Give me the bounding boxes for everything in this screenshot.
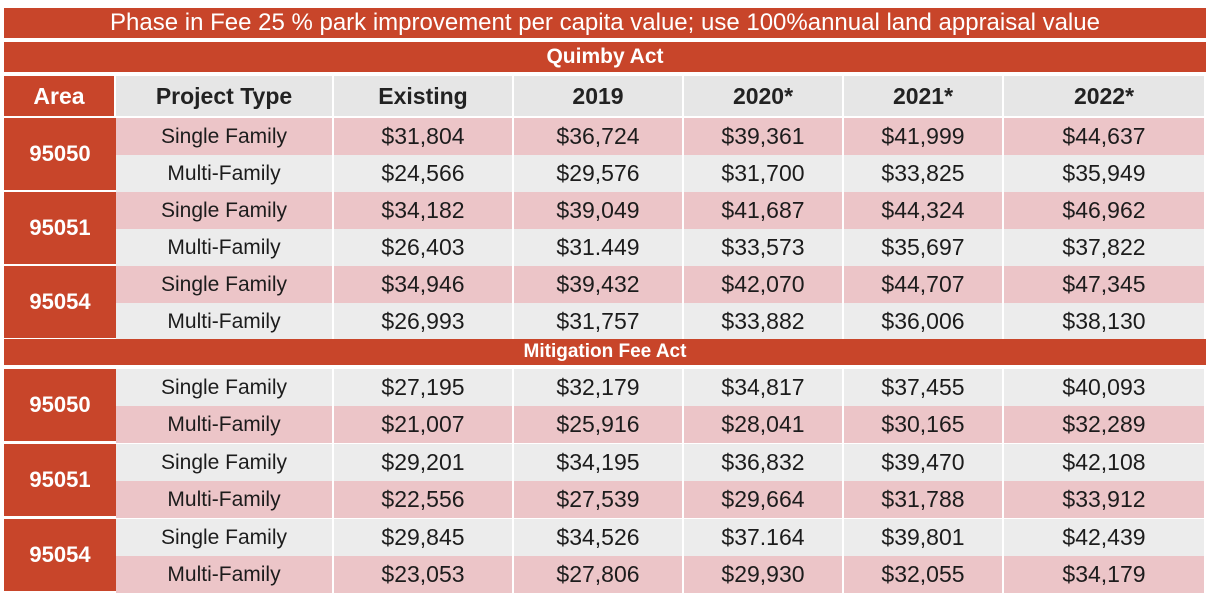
area-label: 95051 — [4, 192, 116, 266]
fee-cell: $36,006 — [844, 303, 1004, 340]
mitigation-group-95050: 95050 Single Family $27,195 $32,179 $34,… — [4, 369, 1206, 443]
fee-cell: $32,055 — [844, 556, 1004, 593]
fee-cell: $34,526 — [514, 519, 684, 556]
project-type-cell: Single Family — [116, 118, 334, 155]
project-type-cell: Single Family — [116, 266, 334, 303]
fee-cell: $28,041 — [684, 406, 844, 443]
fee-cell: $36,832 — [684, 444, 844, 481]
project-type-cell: Single Family — [116, 519, 334, 556]
fee-cell: $42,439 — [1004, 519, 1206, 556]
fee-cell: $34,182 — [334, 192, 514, 229]
fee-cell: $41,687 — [684, 192, 844, 229]
fee-cell: $34,817 — [684, 369, 844, 406]
project-type-cell: Single Family — [116, 444, 334, 481]
fee-cell: $41,999 — [844, 118, 1004, 155]
quimby-act-heading: Quimby Act — [4, 42, 1206, 72]
header-2019: 2019 — [514, 76, 684, 116]
fee-cell: $34,179 — [1004, 556, 1206, 593]
fee-cell: $33,825 — [844, 155, 1004, 192]
fee-cell: $33,573 — [684, 229, 844, 266]
fee-cell: $33,882 — [684, 303, 844, 340]
fee-cell: $46,962 — [1004, 192, 1206, 229]
fee-cell: $37,455 — [844, 369, 1004, 406]
fee-cell: $35,697 — [844, 229, 1004, 266]
fee-cell: $30,165 — [844, 406, 1004, 443]
header-area: Area — [4, 76, 116, 116]
fee-cell: $31.449 — [514, 229, 684, 266]
fee-cell: $23,053 — [334, 556, 514, 593]
project-type-cell: Multi-Family — [116, 481, 334, 518]
fee-cell: $44,324 — [844, 192, 1004, 229]
fee-cell: $25,916 — [514, 406, 684, 443]
area-label: 95050 — [4, 369, 116, 443]
fee-cell: $29,201 — [334, 444, 514, 481]
fee-cell: $29,930 — [684, 556, 844, 593]
table-header-row: Area Project Type Existing 2019 2020* 20… — [4, 76, 1206, 116]
fee-cell: $29,664 — [684, 481, 844, 518]
fee-cell: $37.164 — [684, 519, 844, 556]
fee-cell: $33,912 — [1004, 481, 1206, 518]
fee-cell: $39,470 — [844, 444, 1004, 481]
fee-cell: $24,566 — [334, 155, 514, 192]
header-existing: Existing — [334, 76, 514, 116]
fee-cell: $27,806 — [514, 556, 684, 593]
fee-cell: $27,539 — [514, 481, 684, 518]
project-type-cell: Multi-Family — [116, 155, 334, 192]
fee-cell: $34,946 — [334, 266, 514, 303]
phase-in-banner: Phase in Fee 25 % park improvement per c… — [4, 8, 1206, 38]
fee-cell: $27,195 — [334, 369, 514, 406]
project-type-cell: Single Family — [116, 192, 334, 229]
mitigation-group-95054: 95054 Single Family $29,845 $34,526 $37.… — [4, 519, 1206, 593]
fee-cell: $39,432 — [514, 266, 684, 303]
mitigation-group-95051: 95051 Single Family $29,201 $34,195 $36,… — [4, 444, 1206, 518]
fee-cell: $44,707 — [844, 266, 1004, 303]
fee-cell: $34,195 — [514, 444, 684, 481]
fee-cell: $32,179 — [514, 369, 684, 406]
quimby-group-95054: 95054 Single Family $34,946 $39,432 $42,… — [4, 266, 1206, 340]
fee-cell: $47,345 — [1004, 266, 1206, 303]
fee-cell: $37,822 — [1004, 229, 1206, 266]
header-2021: 2021* — [844, 76, 1004, 116]
project-type-cell: Multi-Family — [116, 406, 334, 443]
fee-cell: $35,949 — [1004, 155, 1206, 192]
area-label: 95050 — [4, 118, 116, 192]
header-2020: 2020* — [684, 76, 844, 116]
area-label: 95054 — [4, 266, 116, 340]
quimby-group-95051: 95051 Single Family $34,182 $39,049 $41,… — [4, 192, 1206, 266]
mitigation-fee-act-heading: Mitigation Fee Act — [4, 339, 1206, 365]
project-type-cell: Single Family — [116, 369, 334, 406]
header-project-type: Project Type — [116, 76, 334, 116]
fee-cell: $42,108 — [1004, 444, 1206, 481]
fee-cell: $44,637 — [1004, 118, 1206, 155]
project-type-cell: Multi-Family — [116, 556, 334, 593]
area-label: 95051 — [4, 444, 116, 518]
fee-cell: $26,403 — [334, 229, 514, 266]
fee-cell: $39,801 — [844, 519, 1004, 556]
fee-cell: $36,724 — [514, 118, 684, 155]
quimby-group-95050: 95050 Single Family $31,804 $36,724 $39,… — [4, 118, 1206, 192]
fee-cell: $26,993 — [334, 303, 514, 340]
fee-cell: $39,361 — [684, 118, 844, 155]
fee-cell: $32,289 — [1004, 406, 1206, 443]
fee-cell: $31,804 — [334, 118, 514, 155]
header-2022: 2022* — [1004, 76, 1206, 116]
fee-cell: $40,093 — [1004, 369, 1206, 406]
fee-cell: $42,070 — [684, 266, 844, 303]
project-type-cell: Multi-Family — [116, 303, 334, 340]
fee-cell: $22,556 — [334, 481, 514, 518]
project-type-cell: Multi-Family — [116, 229, 334, 266]
fee-cell: $31,788 — [844, 481, 1004, 518]
fee-cell: $29,845 — [334, 519, 514, 556]
fee-cell: $31,757 — [514, 303, 684, 340]
area-label: 95054 — [4, 519, 116, 593]
fee-cell: $38,130 — [1004, 303, 1206, 340]
fee-cell: $29,576 — [514, 155, 684, 192]
fee-cell: $21,007 — [334, 406, 514, 443]
fee-cell: $39,049 — [514, 192, 684, 229]
fee-cell: $31,700 — [684, 155, 844, 192]
